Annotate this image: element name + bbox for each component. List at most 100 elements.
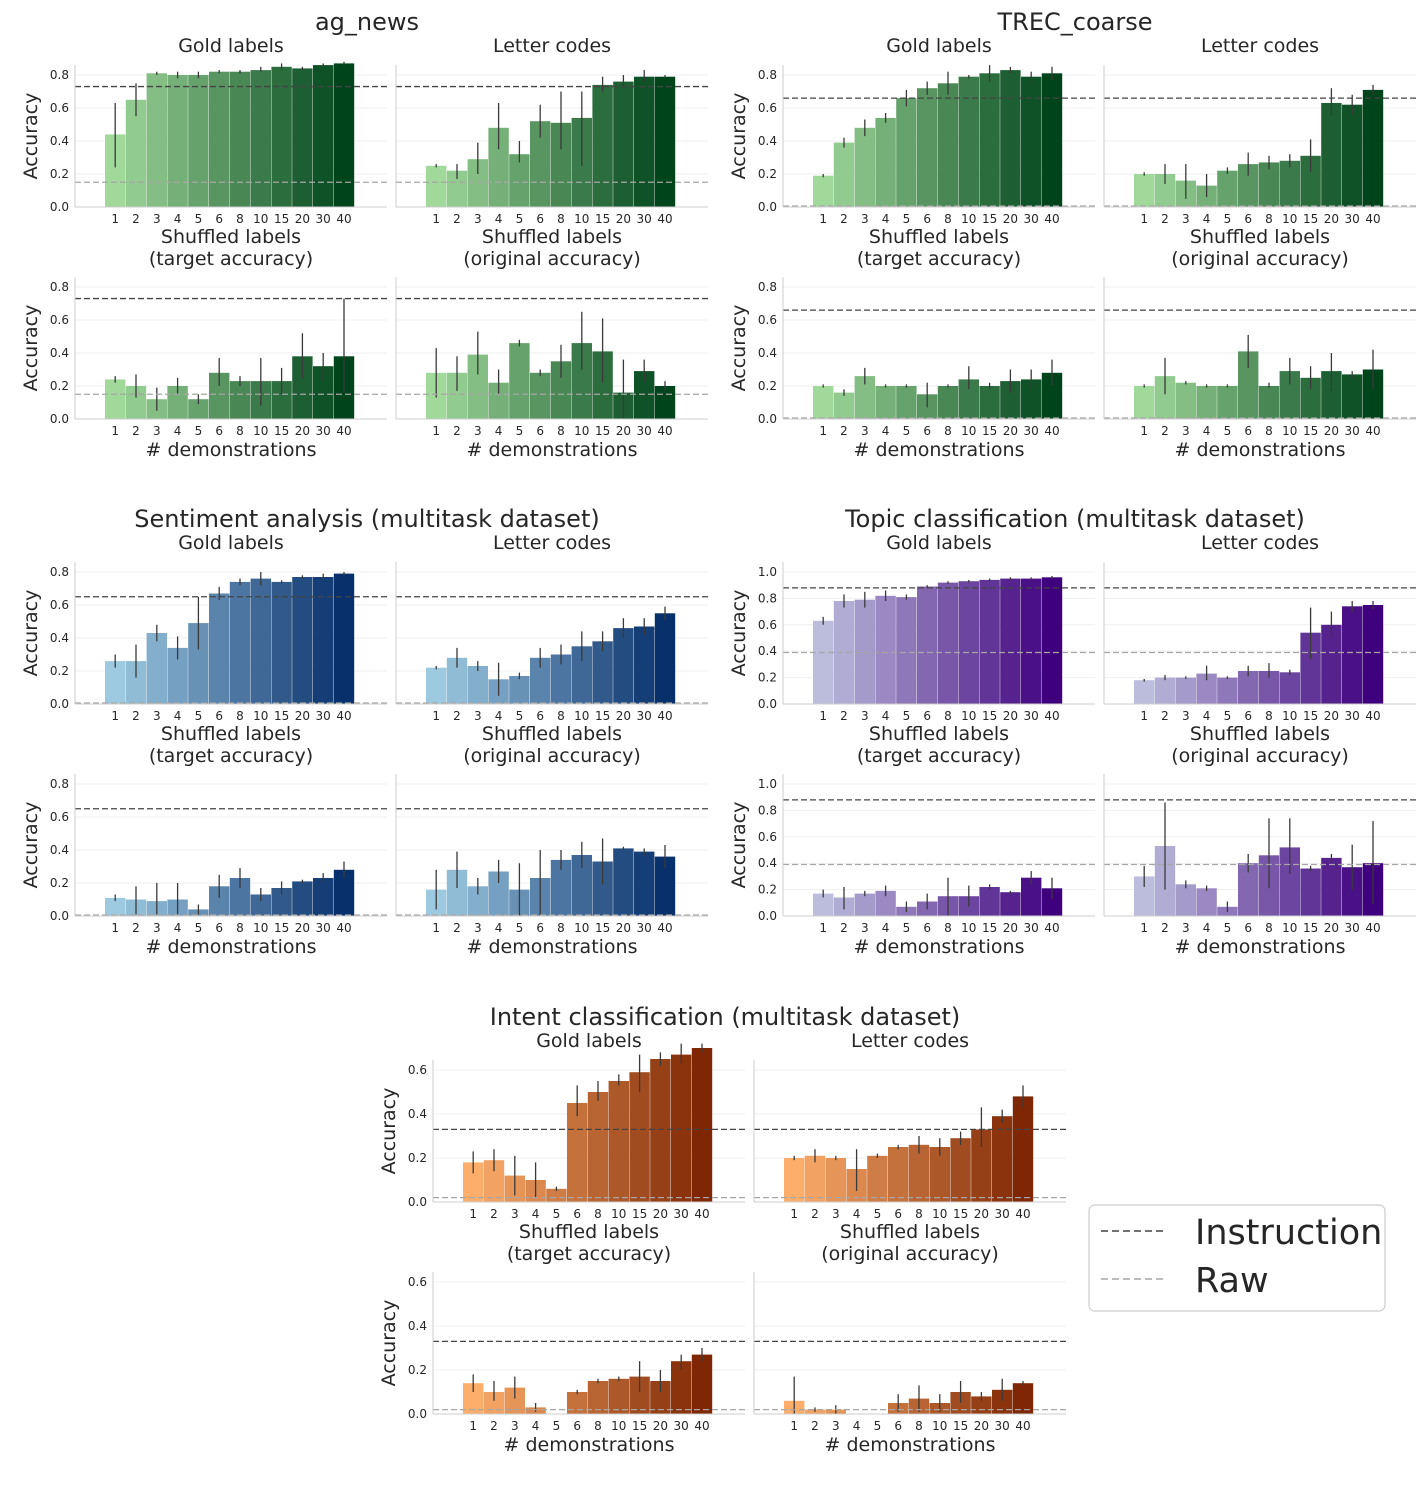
y-tick-label: 0.6	[758, 101, 777, 115]
x-tick-label: 4	[882, 921, 890, 935]
x-tick-label: 5	[195, 921, 203, 935]
x-tick-label: 5	[516, 921, 524, 935]
bar	[825, 1158, 846, 1202]
bar	[958, 581, 979, 704]
x-tick-label: 2	[840, 212, 848, 226]
panel-shuf_t: Shuffled labels(target accuracy) 0.0 0.2 0.…	[378, 1221, 745, 1456]
x-tick-label: 6	[923, 424, 931, 438]
bar	[426, 667, 447, 704]
bar	[854, 127, 875, 207]
panel-subtitle-line2: (target accuracy)	[857, 745, 1021, 767]
panel-subtitle-line2: (original accuracy)	[1171, 745, 1349, 767]
chart-title: ag_news	[315, 8, 419, 36]
x-tick-label: 30	[1345, 709, 1360, 723]
x-tick-label: 2	[453, 424, 461, 438]
x-tick-label: 40	[694, 1419, 709, 1433]
x-tick-label: 3	[861, 709, 869, 723]
bar	[571, 855, 592, 916]
x-tick-label: 20	[1324, 212, 1339, 226]
x-tick-label: 8	[557, 709, 565, 723]
panel-subtitle: Gold labels	[178, 532, 284, 554]
x-tick-label: 3	[474, 212, 482, 226]
bar	[917, 586, 938, 704]
x-tick-label: 40	[1365, 921, 1380, 935]
x-tick-label: 40	[657, 709, 672, 723]
x-tick-label: 30	[1345, 212, 1360, 226]
bar	[313, 577, 334, 704]
x-tick-label: 15	[953, 1207, 968, 1221]
x-tick-label: 5	[553, 1207, 561, 1221]
panel-subtitle: Shuffled labels	[482, 723, 622, 745]
x-tick-label: 5	[195, 424, 203, 438]
y-axis-label: Accuracy	[728, 93, 750, 180]
bar	[463, 1383, 484, 1414]
bar	[587, 1381, 609, 1414]
x-tick-label: 40	[1044, 212, 1059, 226]
x-tick-label: 5	[1224, 212, 1232, 226]
bar	[550, 859, 572, 916]
x-tick-label: 30	[1024, 424, 1039, 438]
x-tick-label: 15	[982, 424, 997, 438]
bar	[229, 878, 251, 916]
x-tick-label: 2	[132, 424, 140, 438]
bar	[958, 379, 979, 419]
x-tick-label: 3	[474, 424, 482, 438]
bar	[908, 1144, 930, 1202]
bar	[333, 869, 355, 916]
x-tick-label: 3	[861, 212, 869, 226]
y-tick-label: 0.6	[758, 618, 777, 632]
bar	[483, 1392, 505, 1414]
x-tick-label: 4	[1203, 424, 1211, 438]
bar	[292, 881, 313, 916]
bar	[1321, 624, 1342, 704]
x-tick-label: 20	[1003, 212, 1018, 226]
bar	[333, 573, 355, 704]
x-tick-label: 8	[557, 424, 565, 438]
x-tick-label: 3	[474, 921, 482, 935]
x-tick-label: 6	[1244, 921, 1252, 935]
x-tick-label: 3	[1182, 709, 1190, 723]
x-tick-label: 2	[840, 921, 848, 935]
panel-subtitle-line2: (original accuracy)	[463, 248, 641, 270]
y-tick-label: 0.4	[758, 134, 777, 148]
bar	[992, 1389, 1013, 1414]
bar	[1258, 162, 1280, 207]
panel-subtitle-line2: (original accuracy)	[821, 1243, 999, 1265]
bar	[1154, 376, 1176, 419]
bar	[1021, 76, 1042, 207]
y-tick-label: 0.0	[758, 697, 777, 711]
x-tick-label: 3	[511, 1207, 519, 1221]
x-tick-label: 1	[432, 424, 440, 438]
x-tick-label: 15	[274, 212, 289, 226]
x-tick-label: 8	[915, 1207, 923, 1221]
x-tick-label: 4	[853, 1207, 861, 1221]
x-tick-label: 4	[1203, 921, 1211, 935]
x-tick-label: 6	[1244, 424, 1252, 438]
x-tick-label: 1	[790, 1207, 798, 1221]
x-tick-label: 15	[1303, 212, 1318, 226]
bar	[209, 71, 230, 207]
x-tick-label: 15	[632, 1419, 647, 1433]
bar	[504, 1387, 525, 1414]
y-tick-label: 0.6	[758, 830, 777, 844]
bar	[979, 386, 1000, 419]
bar	[1362, 605, 1384, 704]
panel-subtitle-line2: (target accuracy)	[149, 248, 313, 270]
panel-subtitle: Shuffled labels	[869, 723, 1009, 745]
x-tick-label: 6	[923, 921, 931, 935]
x-tick-label: 6	[923, 212, 931, 226]
bar	[971, 1396, 992, 1414]
x-tick-label: 10	[611, 1419, 626, 1433]
y-tick-label: 0.0	[758, 200, 777, 214]
bar	[1041, 888, 1063, 916]
x-axis-label: # demonstrations	[504, 1434, 675, 1456]
x-tick-label: 3	[474, 709, 482, 723]
y-tick-label: 0.6	[50, 313, 69, 327]
x-tick-label: 10	[574, 424, 589, 438]
panel-gold: Gold labels 0.0 0.2 0.4 0.6 0.8 1.0 1 2 3 4 5 6 8 10 15…	[728, 532, 1095, 723]
bar	[1154, 174, 1176, 207]
bar	[1041, 73, 1063, 207]
panel-subtitle: Letter codes	[493, 532, 611, 554]
y-axis-label: Accuracy	[378, 1088, 400, 1175]
x-tick-label: 10	[932, 1207, 947, 1221]
